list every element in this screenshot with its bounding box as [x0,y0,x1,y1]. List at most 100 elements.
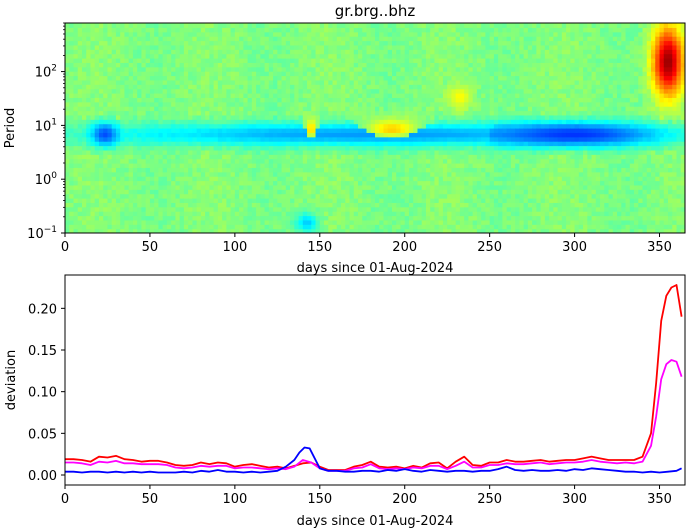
heatmap-cell [251,58,257,63]
heatmap-cell [396,167,402,173]
heatmap-cell [324,40,329,46]
heatmap-cell [209,27,215,33]
heatmap-cell [205,198,210,203]
heatmap-cell [124,224,130,230]
heatmap-cell [171,141,177,147]
heatmap-cell [358,79,363,85]
heatmap-cell [200,136,206,142]
heatmap-cell [311,158,317,164]
heatmap-cell [285,49,291,55]
heatmap-cell [336,27,342,33]
heatmap-cell [234,97,240,103]
heatmap-cell [481,93,487,98]
heatmap-cell [294,136,300,142]
heatmap-cell [77,27,83,33]
heatmap-cell [349,228,355,233]
heatmap-cell [485,154,491,160]
heatmap-cell [447,40,453,46]
heatmap-cell [324,180,329,186]
heatmap-cell [391,202,397,208]
heatmap-cell [387,44,393,50]
heatmap-cell [213,79,219,85]
heatmap-cell [438,211,444,217]
heatmap-cell [179,119,185,125]
heatmap-cell [358,141,363,147]
heatmap-cell [103,23,109,28]
heatmap-cell [149,145,155,151]
heatmap-cell [222,128,227,133]
heatmap-cell [90,62,96,68]
heatmap-cell [472,180,478,186]
heatmap-cell [336,176,342,182]
heatmap-cell [468,66,474,72]
heatmap-cell [302,193,308,199]
heatmap-cell [468,119,474,125]
heatmap-cell [302,36,308,42]
heatmap-cell [264,198,270,203]
heatmap-cell [319,31,325,37]
heatmap-cell [107,44,113,50]
heatmap-cell [464,149,470,155]
heatmap-cell [222,141,227,147]
heatmap-cell [239,132,244,138]
heatmap-cell [464,180,470,186]
heatmap-cell [493,36,499,42]
heatmap-cell [341,97,346,103]
heatmap-cell [200,71,206,77]
heatmap-cell [498,31,503,37]
heatmap-cell [98,163,104,168]
heatmap-cell [149,40,155,46]
heatmap-cell [264,202,270,208]
heatmap-cell [124,215,130,221]
heatmap-cell [285,75,291,81]
heatmap-cell [171,97,177,103]
heatmap-cell [149,53,155,59]
heatmap-cell [362,180,368,186]
heatmap-cell [247,36,253,42]
heatmap-cell [434,93,440,98]
heatmap-cell [183,31,189,37]
heatmap-cell [485,23,491,28]
heatmap-cell [222,40,227,46]
heatmap-cell [256,119,261,125]
heatmap-cell [349,193,355,199]
heatmap-cell [192,198,198,203]
heatmap-cell [476,189,482,195]
heatmap-cell [430,128,436,133]
heatmap-cell [447,27,453,33]
heatmap-cell [358,75,363,81]
heatmap-cell [353,119,359,125]
heatmap-cell [341,198,346,203]
heatmap-cell [285,189,291,195]
heatmap-cell [362,141,368,147]
heatmap-cell [345,219,351,225]
heatmap-cell [332,193,338,199]
heatmap-cell [379,193,385,199]
heatmap-cell [493,27,499,33]
heatmap-cell [277,171,283,177]
heatmap-cell [73,228,79,233]
heatmap-cell [455,123,461,129]
heatmap-cell [315,79,321,85]
heatmap-cell [230,145,236,151]
heatmap-cell [472,132,478,138]
heatmap-cell [353,23,359,28]
heatmap-cell [481,211,487,217]
heatmap-cell [298,79,304,85]
heatmap-cell [243,27,249,33]
heatmap-cell [273,88,278,94]
heatmap-cell [447,66,453,72]
heatmap-cell [391,149,397,155]
heatmap-cell [196,114,202,120]
heatmap-cell [137,171,143,177]
heatmap-cell [120,206,126,212]
heatmap-cell [396,154,402,160]
heatmap-cell [137,167,143,173]
heatmap-cell [145,106,151,112]
heatmap-cell [111,193,117,199]
heatmap-cell [111,163,117,168]
heatmap-cell [256,193,261,199]
heatmap-cell [396,88,402,94]
heatmap-cell [447,219,453,225]
heatmap-cell [328,158,334,164]
